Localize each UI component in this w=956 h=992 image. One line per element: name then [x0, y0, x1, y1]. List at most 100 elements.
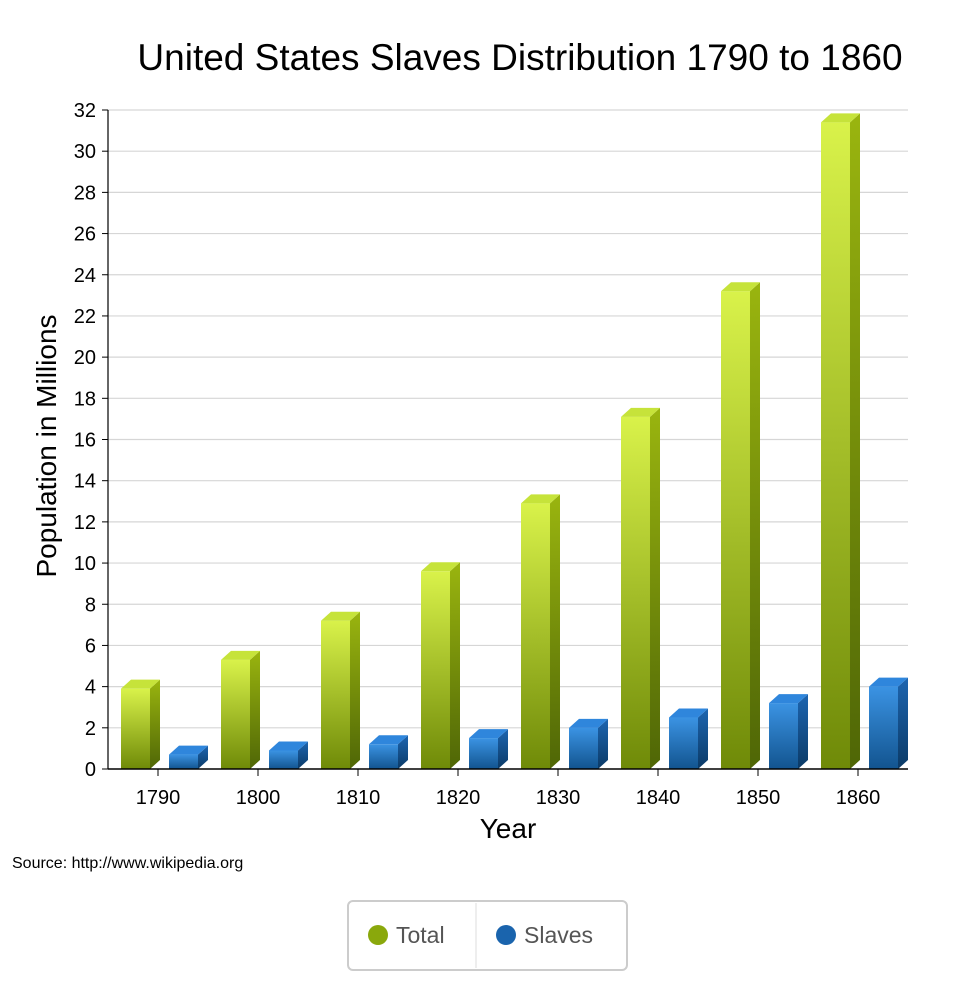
total-bar-front — [521, 503, 550, 769]
total-bar — [721, 282, 760, 769]
total-bar-side — [350, 611, 360, 769]
total-bar-front — [821, 122, 850, 769]
slaves-bar-side — [698, 708, 708, 769]
y-tick-label: 18 — [74, 388, 96, 410]
total-bar-front — [621, 416, 650, 769]
slaves-bar — [769, 694, 808, 769]
slaves-bar-side — [398, 735, 408, 769]
y-tick-label: 2 — [85, 718, 96, 740]
slaves-bar-top — [869, 677, 908, 687]
legend-box — [347, 900, 628, 971]
legend: Total Slaves — [347, 900, 628, 971]
y-tick-label: 22 — [74, 306, 96, 328]
total-bar-top — [121, 679, 160, 689]
total-bar — [521, 494, 560, 769]
slaves-bar-front — [469, 738, 498, 769]
legend-slaves-label: Slaves — [524, 922, 593, 948]
total-bar-front — [221, 659, 250, 769]
legend-item-total[interactable]: Total — [368, 922, 445, 948]
y-tick-label: 30 — [74, 141, 96, 163]
y-tick-label: 26 — [74, 224, 96, 246]
slaves-bar-top — [569, 718, 608, 728]
slaves-bar-top — [169, 745, 208, 755]
slaves-bar — [369, 735, 408, 769]
total-bar-front — [721, 291, 750, 769]
slaves-bar-front — [869, 686, 898, 769]
slaves-bar-top — [769, 694, 808, 704]
y-tick-label: 8 — [85, 594, 96, 616]
slaves-bar-side — [598, 718, 608, 769]
slaves-bar-front — [569, 727, 598, 769]
total-bar-side — [650, 407, 660, 769]
slaves-bar — [669, 708, 708, 769]
total-bar-top — [821, 113, 860, 123]
x-tick-label: 1800 — [236, 787, 281, 809]
slaves-bar — [569, 718, 608, 769]
x-tick-label: 1830 — [536, 787, 581, 809]
total-bar — [821, 113, 860, 769]
slaves-bar-top — [369, 735, 408, 745]
slaves-bar-top — [469, 729, 508, 739]
y-tick-label: 12 — [74, 512, 96, 534]
slaves-bar-side — [198, 745, 208, 769]
slaves-bar — [469, 729, 508, 769]
total-bar-side — [250, 650, 260, 769]
total-bar-side — [850, 113, 860, 769]
y-tick-label: 6 — [85, 635, 96, 657]
y-tick-label: 14 — [74, 471, 96, 493]
x-tick-label: 1840 — [636, 787, 681, 809]
total-bar-top — [321, 611, 360, 621]
y-tick-label: 0 — [85, 759, 96, 781]
total-bar-front — [121, 688, 150, 769]
total-bar-side — [450, 562, 460, 769]
slaves-bar-front — [169, 754, 198, 769]
slaves-bar-front — [369, 744, 398, 769]
y-tick-label: 28 — [74, 182, 96, 204]
legend-slaves-marker — [496, 925, 516, 945]
x-tick-label: 1810 — [336, 787, 381, 809]
y-tick-label: 24 — [74, 265, 96, 287]
slaves-bar-top — [669, 708, 708, 718]
total-bar — [121, 679, 160, 769]
total-bar-top — [221, 650, 260, 660]
y-tick-label: 32 — [74, 100, 96, 122]
total-bar-top — [421, 562, 460, 572]
total-bar — [421, 562, 460, 769]
x-tick-label: 1860 — [836, 787, 881, 809]
total-bar-side — [550, 494, 560, 769]
total-bar-top — [621, 407, 660, 417]
slaves-bar-side — [898, 677, 908, 769]
total-bar — [621, 407, 660, 769]
y-tick-label: 20 — [74, 347, 96, 369]
slaves-bar-front — [669, 717, 698, 769]
total-bar — [321, 611, 360, 769]
total-bar-side — [750, 282, 760, 769]
slaves-bar-front — [269, 750, 298, 769]
total-bar-top — [721, 282, 760, 292]
legend-total-label: Total — [396, 922, 445, 948]
y-axis-title: Population in Millions — [31, 314, 62, 577]
slaves-bar — [869, 677, 908, 769]
total-bar-top — [521, 494, 560, 504]
legend-total-marker — [368, 925, 388, 945]
y-tick-label: 10 — [74, 553, 96, 575]
bar-series — [121, 113, 908, 769]
x-tick-label: 1790 — [136, 787, 181, 809]
legend-item-slaves[interactable]: Slaves — [496, 922, 593, 948]
total-bar — [221, 650, 260, 769]
x-tick-label: 1820 — [436, 787, 481, 809]
total-bar-front — [321, 620, 350, 769]
y-tick-label: 4 — [85, 677, 96, 699]
total-bar-side — [150, 679, 160, 769]
slaves-bar-front — [769, 703, 798, 769]
x-axis-ticks: 1790 1800 1810 1820 1830 1840 1850 1860 — [136, 769, 881, 809]
gridlines — [108, 109, 908, 729]
slaves-bar — [169, 745, 208, 769]
slaves-bar-side — [498, 729, 508, 769]
source-note: Source: http://www.wikipedia.org — [12, 855, 243, 872]
x-axis-title: Year — [480, 813, 537, 844]
total-bar-front — [421, 571, 450, 769]
slaves-bar-side — [798, 694, 808, 769]
